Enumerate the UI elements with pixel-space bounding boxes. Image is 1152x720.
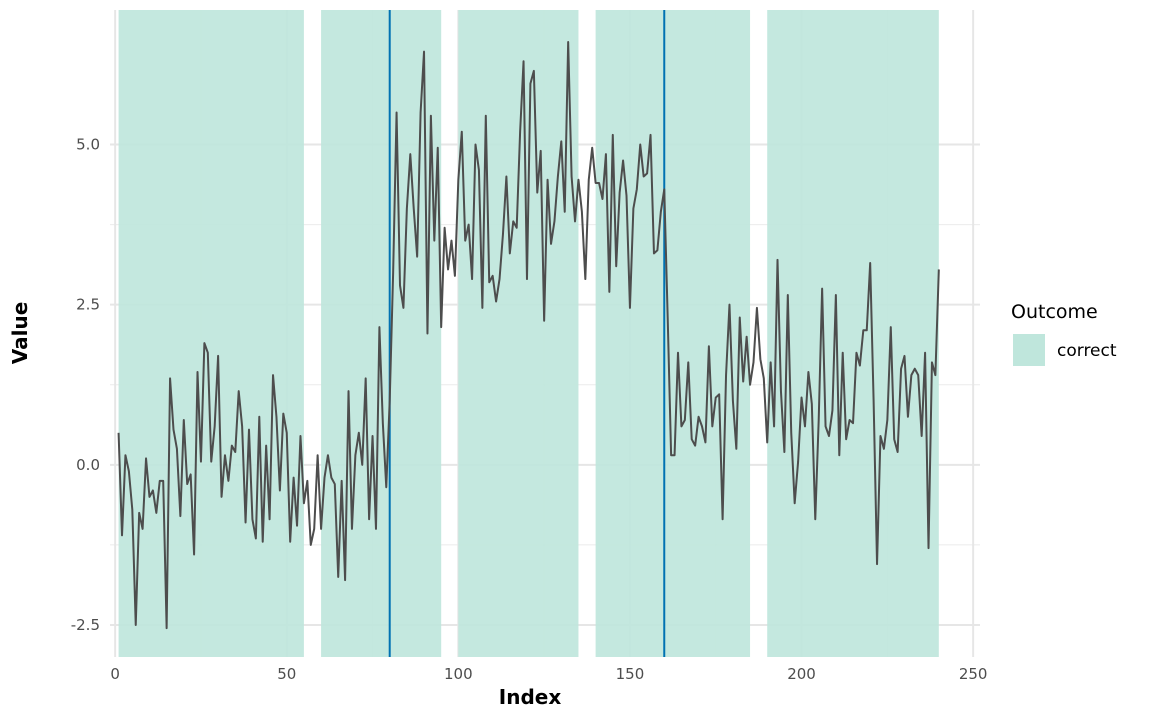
x-axis-title: Index	[499, 685, 562, 709]
x-tick-label: 100	[444, 665, 473, 683]
y-tick-label: -2.5	[71, 616, 100, 634]
x-tick-label: 0	[110, 665, 120, 683]
x-tick-label: 200	[787, 665, 816, 683]
x-tick-label: 150	[616, 665, 645, 683]
outcome-band	[767, 10, 939, 657]
legend-label-correct: correct	[1057, 341, 1117, 361]
outcome-band	[118, 10, 304, 657]
y-tick-label: 5.0	[76, 136, 100, 154]
outcome-band	[458, 10, 579, 657]
legend-title: Outcome	[1011, 301, 1098, 323]
y-tick-label: 0.0	[76, 456, 100, 474]
y-axis-title: Value	[8, 302, 32, 365]
x-tick-label: 250	[959, 665, 988, 683]
legend: Outcome correct	[1011, 301, 1117, 366]
y-tick-label: 2.5	[76, 296, 100, 314]
x-tick-label: 50	[277, 665, 296, 683]
series-line	[117, 41, 940, 630]
outcome-band	[595, 10, 751, 657]
legend-key-correct	[1013, 334, 1045, 366]
